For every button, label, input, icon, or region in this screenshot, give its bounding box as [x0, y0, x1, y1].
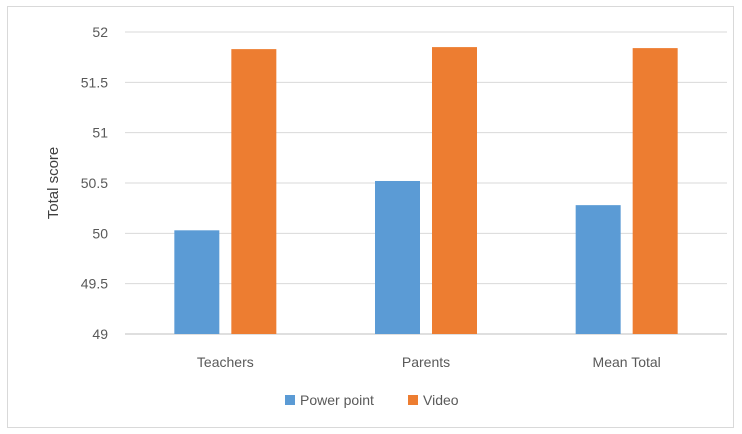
bar-power-point: [575, 205, 621, 334]
bar-video: [432, 47, 477, 334]
y-tick-label: 49: [92, 326, 108, 342]
y-tick-label: 51.5: [81, 74, 108, 90]
x-axis-ticks: Teachers Parents Mean Total: [197, 354, 661, 370]
legend-label: Video: [423, 392, 459, 408]
y-tick-label: 50: [92, 225, 108, 241]
x-tick-label: Mean Total: [593, 354, 661, 370]
y-axis-title: Total score: [45, 147, 62, 220]
legend: Power point Video: [285, 392, 459, 408]
legend-label: Power point: [300, 392, 374, 408]
y-tick-label: 52: [92, 24, 108, 40]
y-axis-ticks: 49 49.5 50 50.5 51 51.5 52: [81, 24, 108, 342]
y-tick-label: 51: [92, 125, 108, 141]
legend-swatch: [285, 395, 295, 405]
bars: [174, 47, 678, 335]
gridlines: [125, 31, 727, 335]
y-tick-label: 49.5: [81, 276, 108, 292]
bar-power-point: [375, 180, 420, 334]
y-tick-label: 50.5: [81, 175, 108, 191]
bar-video: [231, 49, 277, 334]
bar-power-point: [174, 230, 220, 334]
legend-swatch: [408, 395, 418, 405]
x-tick-label: Parents: [402, 354, 450, 370]
bar-video: [632, 48, 678, 335]
x-tick-label: Teachers: [197, 354, 254, 370]
